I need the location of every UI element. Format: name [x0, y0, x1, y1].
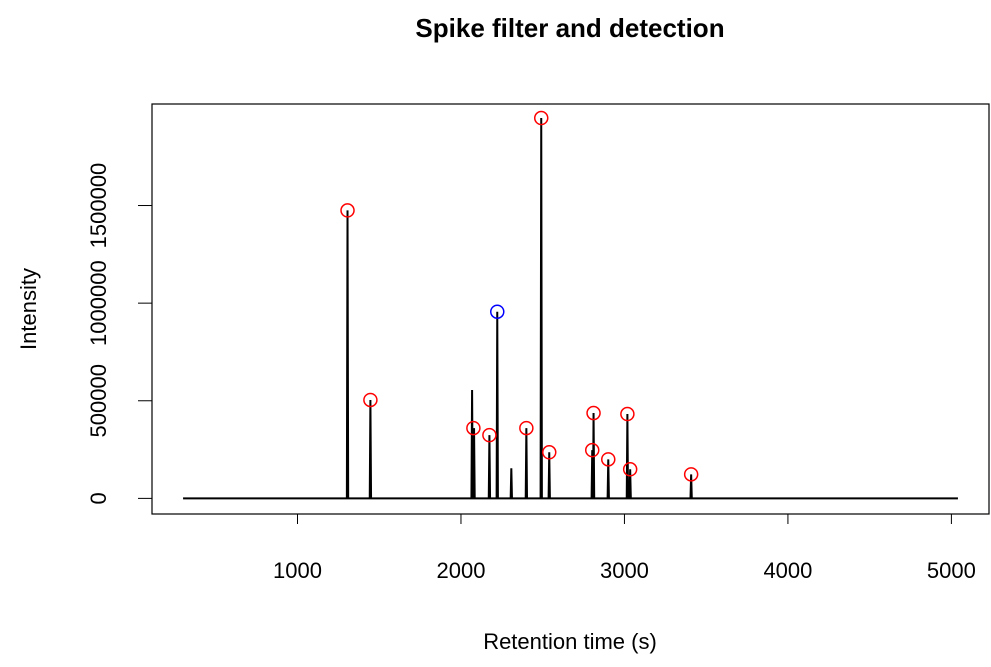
- peak-marker: [586, 405, 601, 421]
- peak-marker: [340, 203, 355, 218]
- y-tick-label: 0: [86, 492, 111, 504]
- peak-marker: [490, 304, 505, 319]
- peak-marker: [482, 427, 497, 443]
- peak-marker: [683, 467, 699, 482]
- peak-marker: [584, 442, 600, 458]
- chromatogram-line: [183, 118, 958, 500]
- peak-marker: [533, 110, 549, 126]
- x-tick-label: 4000: [763, 558, 812, 583]
- peak-marker: [622, 462, 638, 477]
- x-axis-label: Retention time (s): [483, 629, 657, 654]
- y-tick-label: 1000000: [86, 260, 111, 346]
- x-tick-label: 5000: [927, 558, 976, 583]
- peak-marker: [620, 406, 635, 422]
- x-tick-label: 2000: [436, 558, 485, 583]
- plot-box: [151, 103, 990, 515]
- y-axis-label: Intensity: [16, 268, 41, 350]
- x-tick-label: 3000: [600, 558, 649, 583]
- y-tick-label: 1500000: [86, 163, 111, 249]
- chart-title: Spike filter and detection: [415, 13, 724, 43]
- x-tick-label: 1000: [273, 558, 322, 583]
- peak-marker: [519, 420, 534, 436]
- peak-marker: [601, 452, 616, 467]
- peak-marker: [541, 445, 557, 460]
- y-tick-label: 500000: [86, 364, 111, 437]
- peak-marker: [363, 392, 378, 408]
- peak-marker: [466, 420, 481, 436]
